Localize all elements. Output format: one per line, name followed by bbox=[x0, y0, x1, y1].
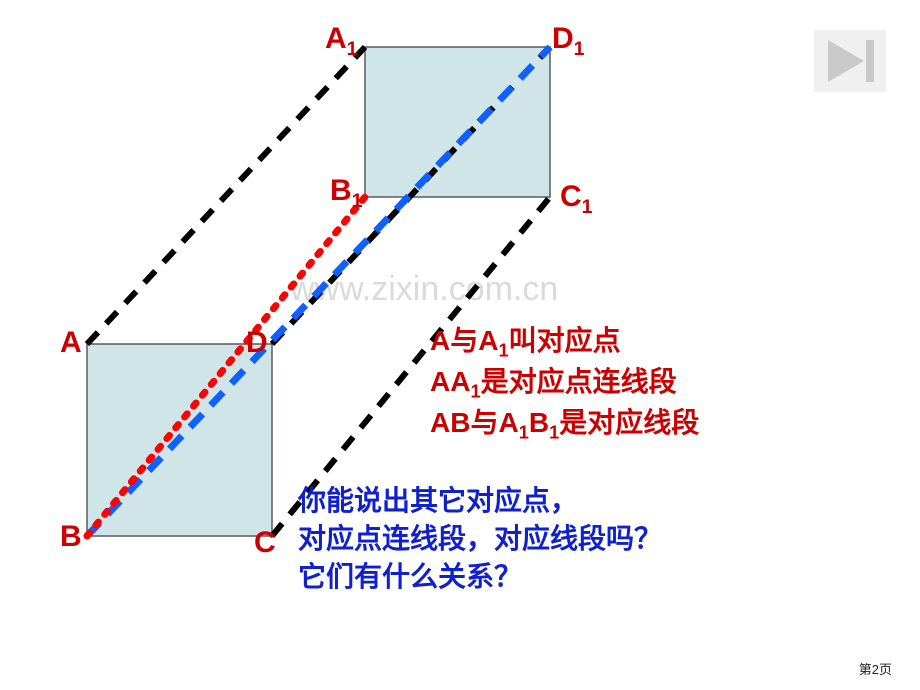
square-top bbox=[365, 47, 550, 197]
red-line-2: AA1是对应点连线段 bbox=[430, 363, 699, 404]
text-red-block: A与A1叫对应点 AA1是对应点连线段 AB与A1B1是对应线段 bbox=[430, 322, 699, 445]
blue-line-1: 你能说出其它对应点， bbox=[298, 482, 662, 520]
play-triangle-icon bbox=[828, 40, 864, 82]
watermark-text: www.zixin.com.cn bbox=[289, 270, 558, 308]
text-blue-block: 你能说出其它对应点， 对应点连线段，对应线段吗？ 它们有什么关系？ bbox=[298, 482, 662, 595]
next-slide-button[interactable] bbox=[814, 30, 886, 92]
label-B: B bbox=[60, 520, 82, 554]
label-A1: A1 bbox=[325, 22, 358, 61]
play-bar-icon bbox=[866, 40, 874, 82]
label-A: A bbox=[60, 326, 82, 360]
label-C: C bbox=[254, 526, 276, 560]
page-footer: 第2页 bbox=[859, 659, 892, 678]
red-line-3: AB与A1B1是对应线段 bbox=[430, 404, 699, 445]
label-B1: B1 bbox=[330, 174, 363, 213]
label-C1: C1 bbox=[560, 180, 593, 219]
blue-line-3: 它们有什么关系？ bbox=[298, 558, 662, 596]
label-D: D bbox=[246, 326, 268, 360]
label-D1: D1 bbox=[552, 22, 585, 61]
red-line-1: A与A1叫对应点 bbox=[430, 322, 699, 363]
blue-line-2: 对应点连线段，对应线段吗？ bbox=[298, 520, 662, 558]
